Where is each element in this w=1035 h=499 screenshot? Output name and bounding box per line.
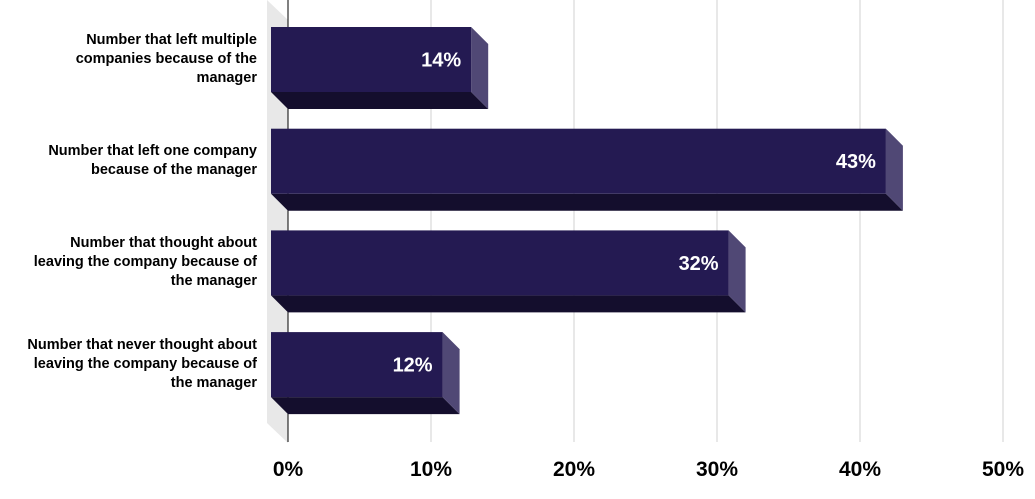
x-tick-label: 20% xyxy=(553,458,595,481)
bar-front xyxy=(271,332,443,398)
category-label: Number that left multiple companies beca… xyxy=(75,32,257,86)
bar-side xyxy=(728,230,746,313)
value-label: 32% xyxy=(679,253,719,275)
bar-side xyxy=(442,332,460,415)
bar-bottom xyxy=(271,397,460,415)
bar-bottom xyxy=(271,295,746,313)
bar xyxy=(271,230,746,313)
bar-side xyxy=(885,128,903,211)
bar-front xyxy=(271,128,886,194)
x-tick-label: 10% xyxy=(410,458,452,481)
x-tick-label: 40% xyxy=(839,458,881,481)
value-label: 43% xyxy=(836,151,876,173)
category-label: Number that never thought about leaving … xyxy=(27,337,257,392)
bar-bottom xyxy=(271,92,489,109)
bar-front xyxy=(271,27,472,92)
category-label: Number that left one company because of … xyxy=(48,143,257,179)
bar-bottom xyxy=(271,193,903,211)
value-label: 14% xyxy=(421,50,461,72)
bar-front xyxy=(271,230,729,296)
bar-side xyxy=(471,27,489,109)
value-label: 12% xyxy=(393,355,433,377)
bar xyxy=(271,27,489,109)
x-tick-label: 50% xyxy=(982,458,1024,481)
bar xyxy=(271,332,460,415)
x-tick-label: 30% xyxy=(696,458,738,481)
category-label: Number that thought about leaving the co… xyxy=(33,235,257,290)
x-tick-label: 0% xyxy=(273,458,304,481)
bar xyxy=(271,128,903,211)
